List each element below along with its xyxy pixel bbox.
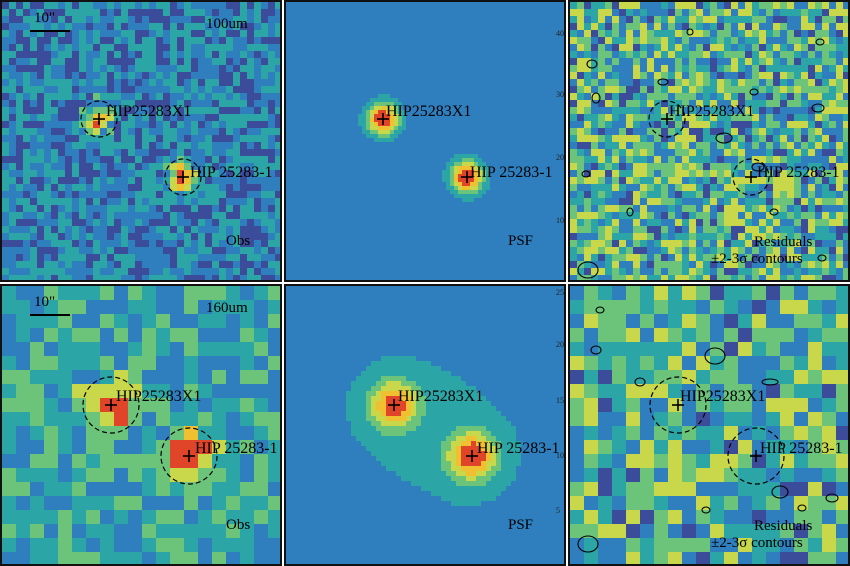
- source-label-2: HIP 25283-1: [195, 440, 278, 457]
- source-label-1: HIP25283X1: [680, 388, 766, 405]
- panel-label-contours: ±2-3σ contours: [711, 535, 803, 551]
- obs-map-160um: [2, 286, 280, 564]
- source-markers: [377, 113, 473, 183]
- axis-tick: 25: [556, 288, 564, 297]
- panel-100um-residual: HIP25283X1 HIP 25283-1 Residuals ±2-3σ c…: [568, 0, 850, 282]
- source-label-2: HIP 25283-1: [477, 440, 560, 457]
- band-label: 160um: [206, 300, 248, 316]
- panel-100um-obs: 10" 100um Obs HIP25283X1 HIP 25283-1: [0, 0, 282, 282]
- source-label-1: HIP25283X1: [669, 103, 755, 120]
- obs-map-100um: [2, 2, 280, 280]
- scale-bar: [30, 314, 70, 316]
- band-label: 100um: [206, 16, 248, 32]
- panel-label-contours: ±2-3σ contours: [711, 251, 803, 267]
- panel-label-residuals: Residuals: [754, 518, 813, 534]
- axis-tick: 40: [556, 29, 564, 38]
- panel-100um-psf: 40 30 20 10 PSF HIP25283X1 HIP 25283-1: [284, 0, 566, 282]
- panel-label-obs: Obs: [226, 233, 251, 249]
- residual-map-100um: [570, 2, 848, 280]
- axis-tick: 15: [556, 396, 564, 405]
- scale-bar: [30, 30, 70, 32]
- axis-tick: 10: [556, 216, 564, 225]
- source-label-2: HIP 25283-1: [190, 164, 273, 181]
- panel-label-residuals: Residuals: [754, 234, 813, 250]
- scale-bar-label: 10": [34, 10, 56, 26]
- source-markers: [388, 399, 478, 462]
- axis-tick: 10: [556, 451, 564, 460]
- source-label-1: HIP25283X1: [116, 388, 202, 405]
- axis-tick: 20: [556, 153, 564, 162]
- psf-map-160um: [286, 286, 564, 564]
- source-label-2: HIP 25283-1: [470, 164, 553, 181]
- source-label-1: HIP25283X1: [398, 388, 484, 405]
- source-label-1: HIP25283X1: [386, 103, 472, 120]
- axis-tick: 30: [556, 90, 564, 99]
- panel-160um-obs: 10" 160um Obs HIP25283X1 HIP 25283-1: [0, 284, 282, 566]
- source-markers: [577, 28, 827, 279]
- panel-label-obs: Obs: [226, 517, 251, 533]
- source-markers: [82, 376, 218, 485]
- panel-160um-psf: 25 20 15 10 5 PSF HIP25283X1 HIP 25283-1: [284, 284, 566, 566]
- source-label-2: HIP 25283-1: [760, 440, 843, 457]
- axis-tick: 20: [556, 340, 564, 349]
- source-markers: [80, 100, 202, 196]
- panel-label-psf: PSF: [508, 517, 534, 533]
- source-markers: [577, 306, 839, 553]
- panel-160um-residual: HIP25283X1 HIP 25283-1 Residuals ±2-3σ c…: [568, 284, 850, 566]
- source-label-2: HIP 25283-1: [757, 164, 840, 181]
- source-label-1: HIP25283X1: [106, 103, 192, 120]
- axis-tick: 5: [556, 506, 560, 515]
- residual-map-160um: [570, 286, 848, 564]
- panel-label-psf: PSF: [508, 233, 534, 249]
- scale-bar-label: 10": [34, 294, 56, 310]
- psf-map-100um: [286, 2, 564, 280]
